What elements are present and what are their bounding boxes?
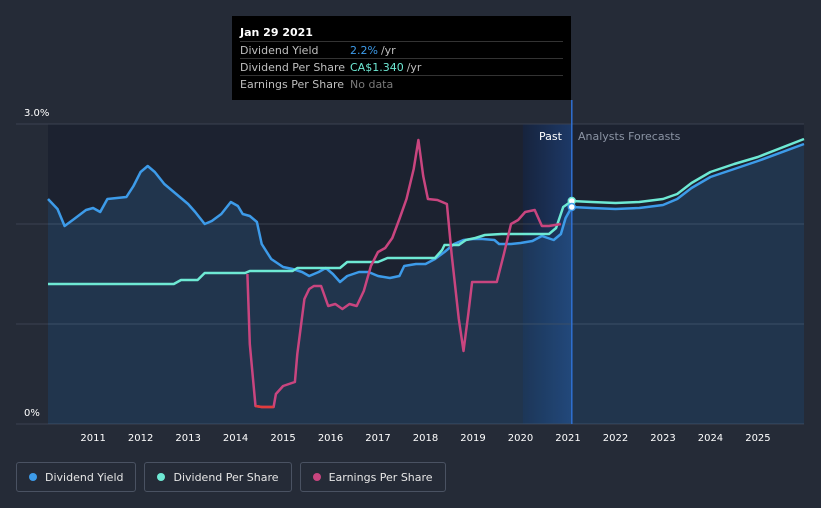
tooltip-label: Dividend Per Share — [240, 61, 346, 74]
marker-dot — [567, 202, 577, 212]
legend-label: Dividend Per Share — [173, 470, 279, 484]
tooltip: Jan 29 2021 Dividend Yield 2.2% /yr Divi… — [232, 16, 571, 100]
plot-background — [48, 124, 804, 424]
tooltip-row-yield: Dividend Yield 2.2% /yr — [240, 41, 563, 58]
x-tick-label: 2014 — [223, 433, 248, 444]
x-tick-label: 2013 — [175, 433, 200, 444]
legend-item-dividend-yield[interactable]: Dividend Yield — [16, 462, 137, 492]
series-lines — [47, 137, 805, 409]
tooltip-unit: /yr — [406, 61, 422, 74]
tooltip-value: CA$1.340 — [350, 61, 404, 74]
past-region — [522, 124, 572, 424]
x-tick-label: 2012 — [128, 433, 153, 444]
x-tick-label: 2022 — [603, 433, 628, 444]
x-tick-label: 2024 — [698, 433, 723, 444]
tooltip-label: Earnings Per Share — [240, 78, 345, 91]
legend-item-dividend-per-share[interactable]: Dividend Per Share — [144, 462, 292, 492]
x-tick-label: 2018 — [413, 433, 438, 444]
tooltip-row-eps: Earnings Per Share No data — [240, 75, 563, 92]
x-tick-label: 2015 — [270, 433, 295, 444]
hover-markers — [567, 196, 577, 212]
x-tick-label: 2011 — [80, 433, 105, 444]
series-line-dividend-yield — [47, 142, 805, 284]
series-line-negative-highlight — [255, 404, 274, 409]
legend-dot-icon — [29, 473, 37, 481]
x-tick-label: 2020 — [508, 433, 533, 444]
tooltip-unit: /yr — [380, 44, 396, 57]
y-tick-top: 3.0% — [24, 108, 49, 119]
past-label: Past — [539, 130, 563, 143]
y-tick-bottom: 0% — [24, 408, 40, 419]
legend: Dividend Yield Dividend Per Share Earnin… — [16, 462, 446, 492]
x-tick-label: 2025 — [745, 433, 770, 444]
series-area — [48, 144, 804, 424]
tooltip-date: Jan 29 2021 — [240, 26, 313, 39]
legend-dot-icon — [312, 473, 321, 481]
legend-label: Dividend Yield — [45, 470, 124, 484]
legend-dot-icon — [157, 473, 166, 481]
series-line-earnings-per-share — [246, 138, 562, 409]
x-tick-label: 2017 — [365, 433, 390, 444]
x-tick-label: 2023 — [650, 433, 675, 444]
forecast-label: Analysts Forecasts — [578, 130, 681, 143]
series-areas — [48, 144, 804, 424]
gridlines — [16, 123, 804, 425]
x-tick-label: 2019 — [460, 433, 485, 444]
x-axis-ticks: 2011 2012 2013 2014 2015 2016 2017 2018 2019 2020… — [80, 433, 770, 444]
tooltip-value: 2.2% — [350, 44, 378, 57]
legend-item-earnings-per-share[interactable]: Earnings Per Share — [299, 462, 446, 492]
x-tick-label: 2016 — [318, 433, 343, 444]
tooltip-value: No data — [350, 78, 394, 91]
tooltip-row-dps: Dividend Per Share CA$1.340 /yr — [240, 58, 563, 75]
x-tick-label: 2021 — [555, 433, 580, 444]
tooltip-label: Dividend Yield — [240, 44, 319, 57]
legend-label: Earnings Per Share — [328, 470, 433, 484]
